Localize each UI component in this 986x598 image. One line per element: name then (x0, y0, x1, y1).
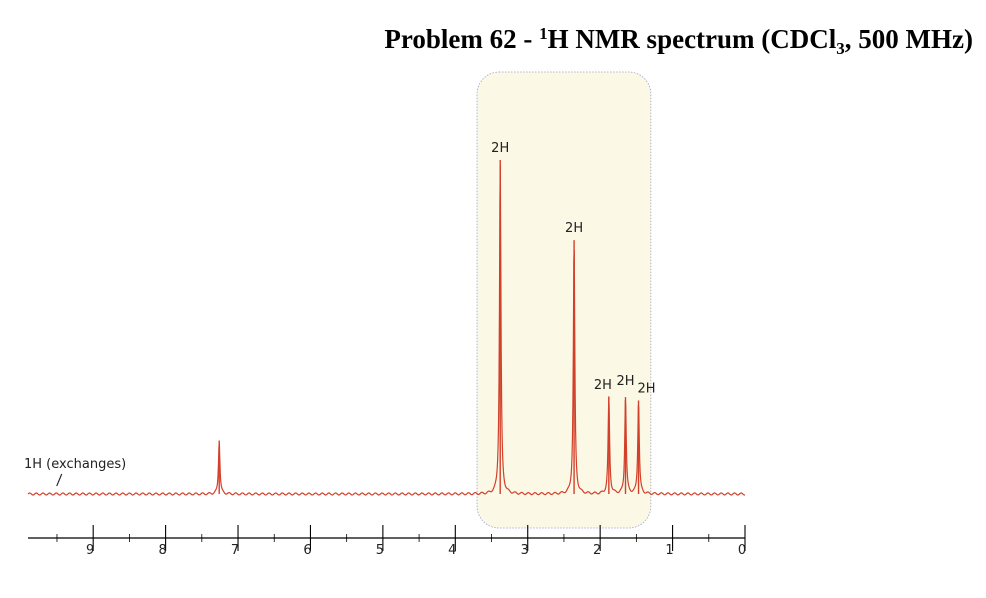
spectrum-trace-layer (27, 160, 746, 496)
chart-title: Problem 62 - 1H NMR spectrum (CDCl3, 500… (384, 24, 973, 58)
integration-labels: 2H 2H 2H 2H 2H (491, 141, 655, 396)
x-axis: 9 8 7 6 5 4 3 2 1 0 (28, 525, 746, 558)
chart-title-mid: H NMR spectrum (CDCl (548, 24, 837, 54)
integration-label: 2H (565, 221, 583, 236)
x-tick-label: 7 (231, 543, 239, 558)
highlight-region (476, 71, 652, 529)
x-tick-label: 5 (376, 543, 384, 558)
integration-label: 2H (638, 381, 656, 396)
chart-title-prefix: Problem 62 - (384, 24, 539, 54)
integration-label: 2H (594, 378, 612, 393)
x-tick-label: 8 (158, 543, 166, 558)
annotations: 1H (exchanges) (24, 457, 126, 487)
highlight-region-layer (476, 71, 652, 529)
x-tick-label: 1 (665, 543, 673, 558)
integration-label: 2H (616, 374, 634, 389)
x-tick-label: 2 (593, 543, 601, 558)
x-tick-label: 6 (303, 543, 311, 558)
chart-title-sub: 3 (836, 39, 845, 58)
x-tick-label: 4 (448, 543, 456, 558)
x-tick-label: 3 (521, 543, 529, 558)
x-tick-label: 9 (86, 543, 94, 558)
integration-label: 2H (491, 141, 509, 156)
exchange-annotation: 1H (exchanges) (24, 457, 126, 472)
chart-title-suffix: , 500 MHz) (845, 24, 973, 54)
chart-title-sup: 1 (539, 24, 548, 43)
x-tick-label: 0 (738, 543, 746, 558)
annotation-pointer (56, 473, 63, 487)
